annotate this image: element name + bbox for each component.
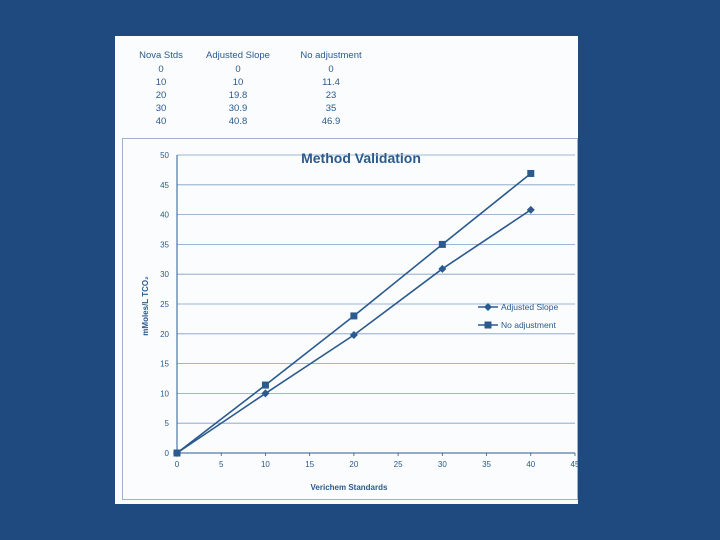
y-tick-label: 30 bbox=[160, 270, 169, 279]
table-header: Adjusted Slope bbox=[206, 50, 270, 61]
grid bbox=[177, 154, 575, 424]
table-cell: 20 bbox=[155, 90, 167, 101]
table-cell: 0 bbox=[235, 64, 241, 75]
data-table: Nova Stds Adjusted Slope No adjustment 0… bbox=[127, 50, 381, 129]
legend-label: No adjustment bbox=[501, 320, 556, 330]
table-cell: 19.8 bbox=[228, 90, 248, 101]
table-header: No adjustment bbox=[300, 50, 362, 61]
table-cell: 10 bbox=[232, 77, 244, 88]
y-tick-label: 40 bbox=[160, 211, 169, 220]
table-cell: 40 bbox=[155, 116, 167, 127]
legend: Adjusted Slope No adjustment bbox=[478, 302, 558, 330]
x-tick-label: 35 bbox=[482, 460, 491, 469]
table-cell: 0 bbox=[328, 64, 334, 75]
y-tick-label: 10 bbox=[160, 389, 169, 398]
y-tick-label: 0 bbox=[165, 449, 170, 458]
table-row: 0 0 0 bbox=[127, 64, 381, 77]
chart-title: Method Validation bbox=[301, 150, 421, 166]
table-cell: 40.8 bbox=[228, 116, 248, 127]
data-point bbox=[438, 264, 447, 273]
table-cell: 11.4 bbox=[322, 77, 340, 88]
legend-marker bbox=[484, 303, 492, 311]
x-tick-label: 25 bbox=[394, 460, 403, 469]
table-cell: 35 bbox=[325, 103, 337, 114]
table-cell: 30 bbox=[155, 103, 167, 114]
table-header-row: Nova Stds Adjusted Slope No adjustment bbox=[127, 50, 381, 64]
x-tick-label: 40 bbox=[526, 460, 535, 469]
y-axis-label: mMoles/L TCO₂ bbox=[141, 276, 150, 336]
y-tick-label: 20 bbox=[160, 330, 169, 339]
data-point bbox=[527, 169, 535, 177]
legend-marker bbox=[484, 321, 492, 329]
x-tick-label: 30 bbox=[438, 460, 447, 469]
data-point bbox=[173, 449, 181, 457]
x-tick-label: 10 bbox=[261, 460, 270, 469]
x-tick-label: 0 bbox=[175, 460, 180, 469]
y-tick-label: 45 bbox=[160, 181, 169, 190]
table-row: 20 19.8 23 bbox=[127, 90, 381, 103]
y-tick-label: 15 bbox=[160, 360, 169, 369]
x-tick-label: 20 bbox=[349, 460, 358, 469]
table-cell: 23 bbox=[325, 90, 337, 101]
data-point bbox=[349, 330, 358, 339]
series bbox=[173, 169, 535, 457]
method-validation-chart: 0 5 10 15 20 25 30 35 40 45 50 0 5 10 15 20 25 30 35 40 45 M… bbox=[122, 138, 578, 500]
table-row: 10 10 11.4 bbox=[127, 77, 381, 90]
x-tick-label: 45 bbox=[571, 460, 578, 469]
data-point bbox=[261, 389, 270, 398]
data-point bbox=[261, 381, 269, 389]
y-tick-label: 25 bbox=[160, 300, 169, 309]
table-row: 40 40.8 46.9 bbox=[127, 116, 381, 129]
data-point bbox=[526, 205, 535, 214]
axes: 0 5 10 15 20 25 30 35 40 45 50 0 5 10 15 20 25 30 35 40 45 bbox=[160, 151, 578, 469]
table-cell: 0 bbox=[158, 64, 164, 75]
table-header: Nova Stds bbox=[139, 50, 183, 61]
data-point bbox=[350, 312, 358, 320]
y-tick-label: 35 bbox=[160, 240, 169, 249]
data-point bbox=[438, 240, 446, 248]
x-axis-label: Verichem Standards bbox=[311, 483, 388, 492]
table-cell: 10 bbox=[155, 77, 167, 88]
table-cell: 30.9 bbox=[228, 103, 248, 114]
y-tick-label: 50 bbox=[160, 151, 169, 160]
x-tick-label: 5 bbox=[219, 460, 224, 469]
table-row: 30 30.9 35 bbox=[127, 103, 381, 116]
x-tick-label: 15 bbox=[305, 460, 314, 469]
table-cell: 46.9 bbox=[321, 116, 341, 127]
legend-label: Adjusted Slope bbox=[501, 302, 558, 312]
y-tick-label: 5 bbox=[165, 419, 170, 428]
